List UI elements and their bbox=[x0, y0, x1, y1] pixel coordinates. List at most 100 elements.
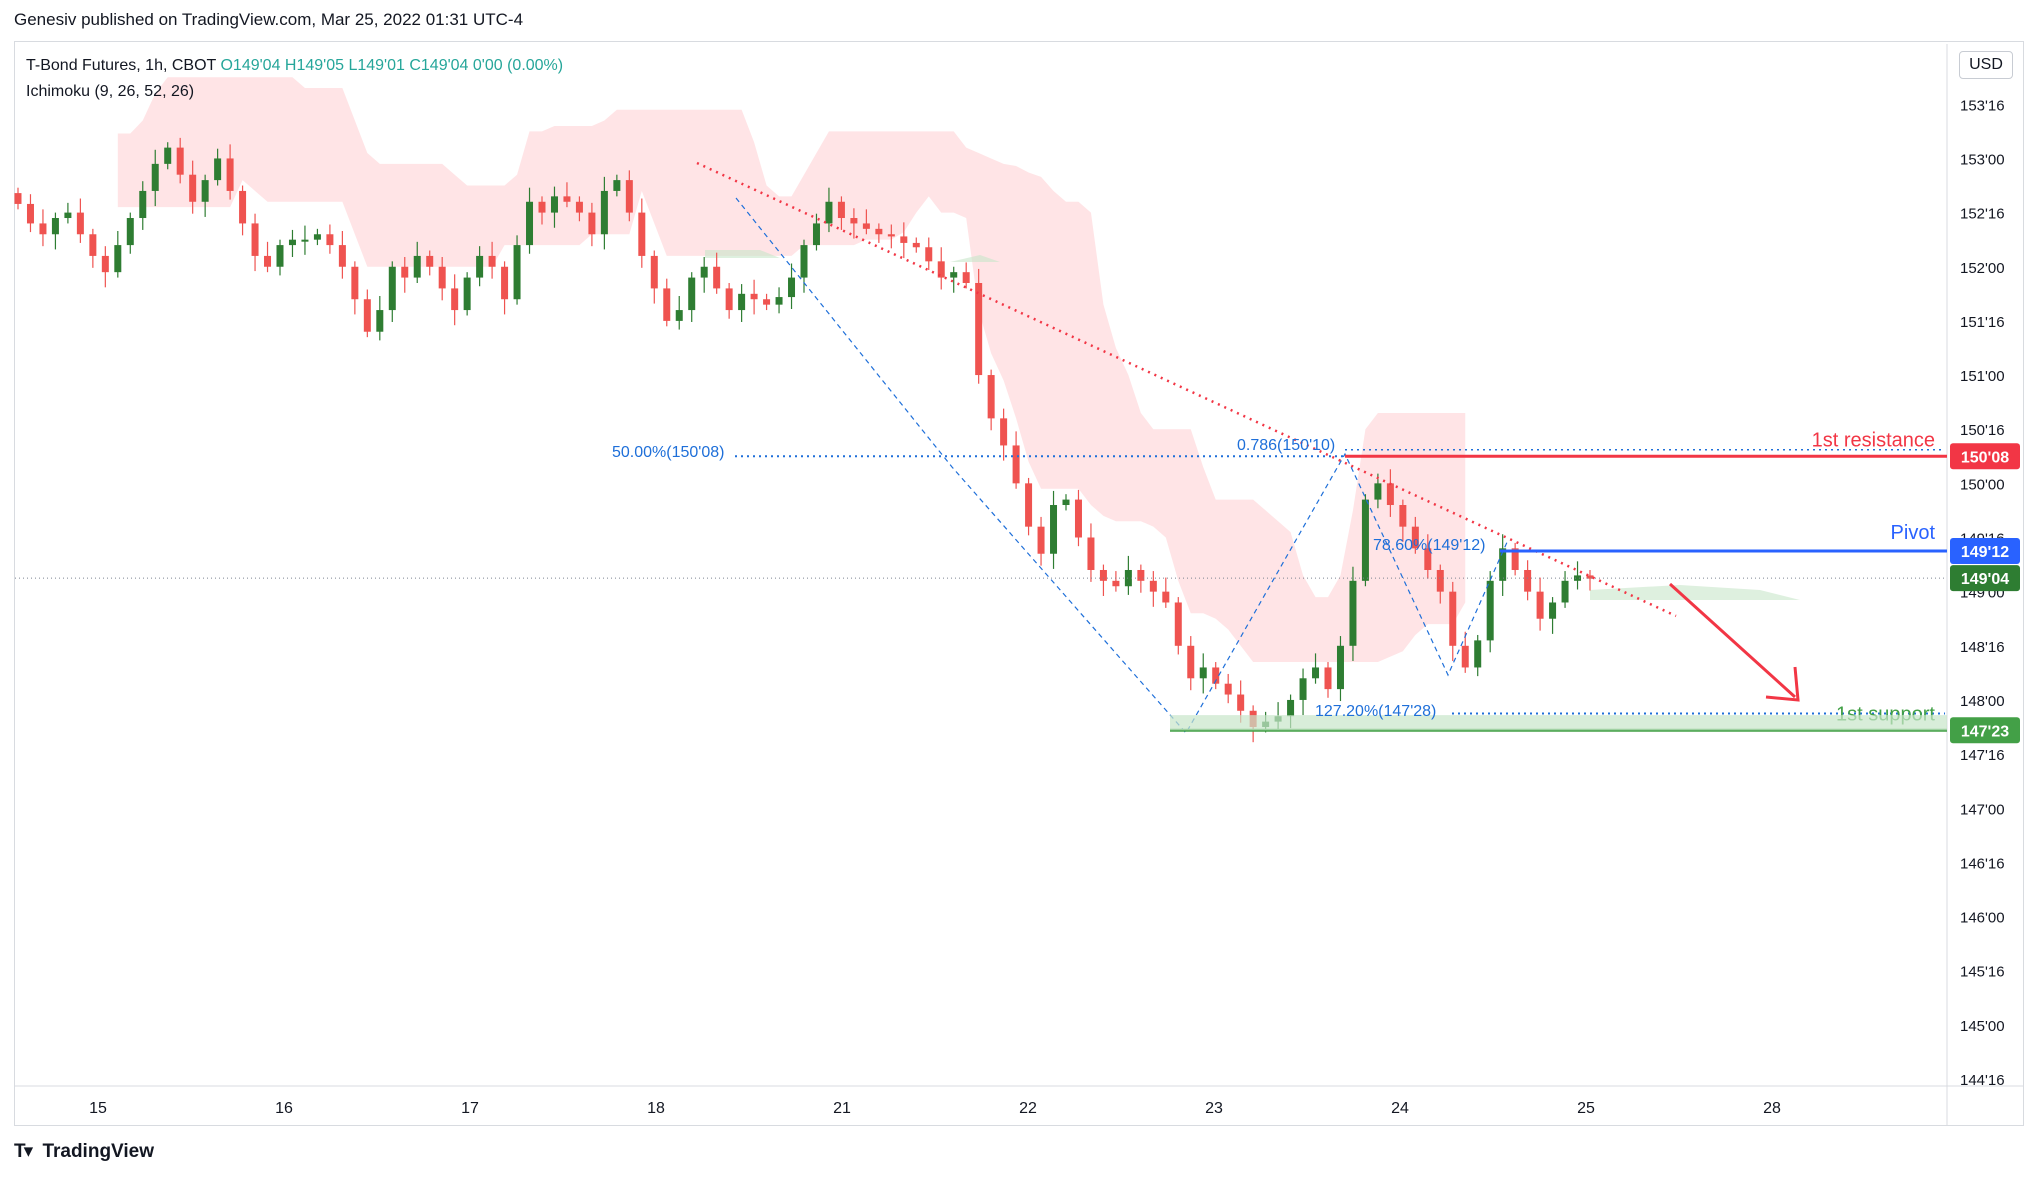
x-tick-label: 28 bbox=[1763, 1100, 1781, 1117]
candle-body bbox=[438, 266, 446, 289]
projection-arrowhead bbox=[1765, 666, 1800, 702]
candle-body bbox=[713, 266, 721, 289]
indicator-label[interactable]: Ichimoku (9, 26, 52, 26) bbox=[26, 83, 195, 100]
brand-name: TradingView bbox=[42, 1141, 155, 1162]
candle-body bbox=[101, 255, 109, 273]
candle-body bbox=[1536, 591, 1544, 619]
candle-body bbox=[738, 293, 746, 311]
candle-body bbox=[388, 266, 396, 311]
x-tick-label: 16 bbox=[275, 1100, 293, 1117]
candle-body bbox=[1162, 591, 1170, 603]
candle-body bbox=[850, 218, 858, 224]
grid bbox=[15, 44, 2023, 1126]
candle-body bbox=[700, 266, 708, 278]
y-tick-label: 146'16 bbox=[1960, 855, 2005, 872]
candle-body bbox=[600, 190, 608, 235]
candle-body bbox=[788, 277, 796, 298]
price-tag bbox=[1950, 717, 2020, 744]
price-tag bbox=[1950, 538, 2020, 565]
candle-body bbox=[725, 288, 733, 311]
candle-body bbox=[338, 245, 346, 267]
candle-body bbox=[937, 261, 945, 278]
candle-body bbox=[750, 293, 758, 300]
candle-body bbox=[1199, 667, 1207, 679]
candle-body bbox=[538, 201, 546, 213]
candle-body bbox=[1137, 569, 1145, 581]
y-tick-label: 151'00 bbox=[1960, 368, 2005, 385]
candle-body bbox=[887, 234, 895, 237]
candle-body bbox=[326, 234, 334, 246]
y-tick-label: 146'00 bbox=[1960, 910, 2005, 927]
candle-body bbox=[214, 158, 222, 181]
price-tag bbox=[1950, 443, 2020, 470]
bullish-kumo-1 bbox=[705, 250, 780, 258]
y-tick-label: 145'00 bbox=[1960, 1018, 2005, 1035]
y-tick-label: 152'00 bbox=[1960, 260, 2005, 277]
candle-body bbox=[900, 236, 908, 243]
price-tag-label: 149'12 bbox=[1961, 544, 2009, 561]
candle-body bbox=[675, 310, 683, 321]
fib-annotation: 50.00%(150'08) bbox=[612, 444, 724, 461]
chart-frame[interactable] bbox=[14, 41, 2024, 1126]
candle-body bbox=[1524, 569, 1532, 592]
candle-body bbox=[588, 212, 596, 235]
candle-body bbox=[638, 212, 646, 256]
candle-body bbox=[488, 255, 496, 267]
candle-body bbox=[1449, 591, 1457, 646]
y-tick-label: 147'16 bbox=[1960, 747, 2005, 764]
candle-body bbox=[625, 180, 633, 213]
candle-body bbox=[51, 218, 59, 235]
candle-body bbox=[1586, 575, 1594, 579]
candle-body bbox=[825, 201, 833, 224]
candle-body bbox=[1212, 667, 1220, 684]
x-tick-label: 25 bbox=[1577, 1100, 1595, 1117]
price-tag-label: 150'08 bbox=[1961, 449, 2009, 466]
candle-body bbox=[1224, 683, 1232, 695]
chart-legend: T-Bond Futures, 1h, CBOT O149'04 H149'05… bbox=[26, 53, 563, 105]
x-tick-label: 23 bbox=[1205, 1100, 1223, 1117]
candle-body bbox=[451, 288, 459, 311]
candle-body bbox=[1087, 537, 1095, 570]
candle-body bbox=[39, 223, 47, 235]
candle-body bbox=[1099, 569, 1107, 581]
candle-body bbox=[1237, 694, 1245, 711]
candle-body bbox=[264, 255, 272, 267]
tradingview-logo[interactable]: T▾ TradingView bbox=[14, 1140, 154, 1163]
x-tick-label: 24 bbox=[1391, 1100, 1409, 1117]
candle-body bbox=[463, 277, 471, 311]
candle-body bbox=[1386, 483, 1394, 506]
fib-zigzag bbox=[735, 197, 1509, 735]
candle-body bbox=[239, 190, 247, 224]
currency-selector[interactable]: USD bbox=[1959, 51, 2013, 79]
candle-body bbox=[975, 282, 983, 376]
candle-body bbox=[288, 239, 296, 246]
candle-body bbox=[1424, 548, 1432, 570]
candle-body bbox=[476, 255, 484, 278]
downtrend-line bbox=[696, 161, 1677, 618]
x-tick-label: 15 bbox=[89, 1100, 107, 1117]
candle-body bbox=[1574, 575, 1582, 581]
bullish-kumo-3 bbox=[1590, 585, 1800, 600]
candle-body bbox=[1436, 569, 1444, 592]
candle-body bbox=[226, 158, 234, 191]
fib-annotation: 0.786(150'10) bbox=[1237, 437, 1335, 454]
price-axis: 153'16 153'00 152'16 152'00 151'16 151'00 150'… bbox=[1950, 97, 2020, 1089]
candle-body bbox=[1461, 645, 1469, 668]
fib-annotation: 78.60%(149'12) bbox=[1373, 537, 1485, 554]
candle-body bbox=[800, 245, 808, 278]
candle-body bbox=[563, 196, 571, 202]
candle-body bbox=[26, 203, 34, 224]
candle-body bbox=[114, 245, 122, 273]
candle-body bbox=[1349, 580, 1357, 646]
candle-body bbox=[376, 310, 384, 332]
bearish-kumo bbox=[117, 77, 1466, 663]
candle-body bbox=[139, 190, 147, 219]
candle-body bbox=[276, 245, 284, 267]
candle-body bbox=[1050, 505, 1058, 554]
candle-body bbox=[76, 212, 84, 235]
candle-body bbox=[1287, 699, 1295, 717]
symbol-title[interactable]: T-Bond Futures, 1h, CBOT bbox=[26, 57, 217, 74]
candle-body bbox=[1025, 483, 1033, 527]
